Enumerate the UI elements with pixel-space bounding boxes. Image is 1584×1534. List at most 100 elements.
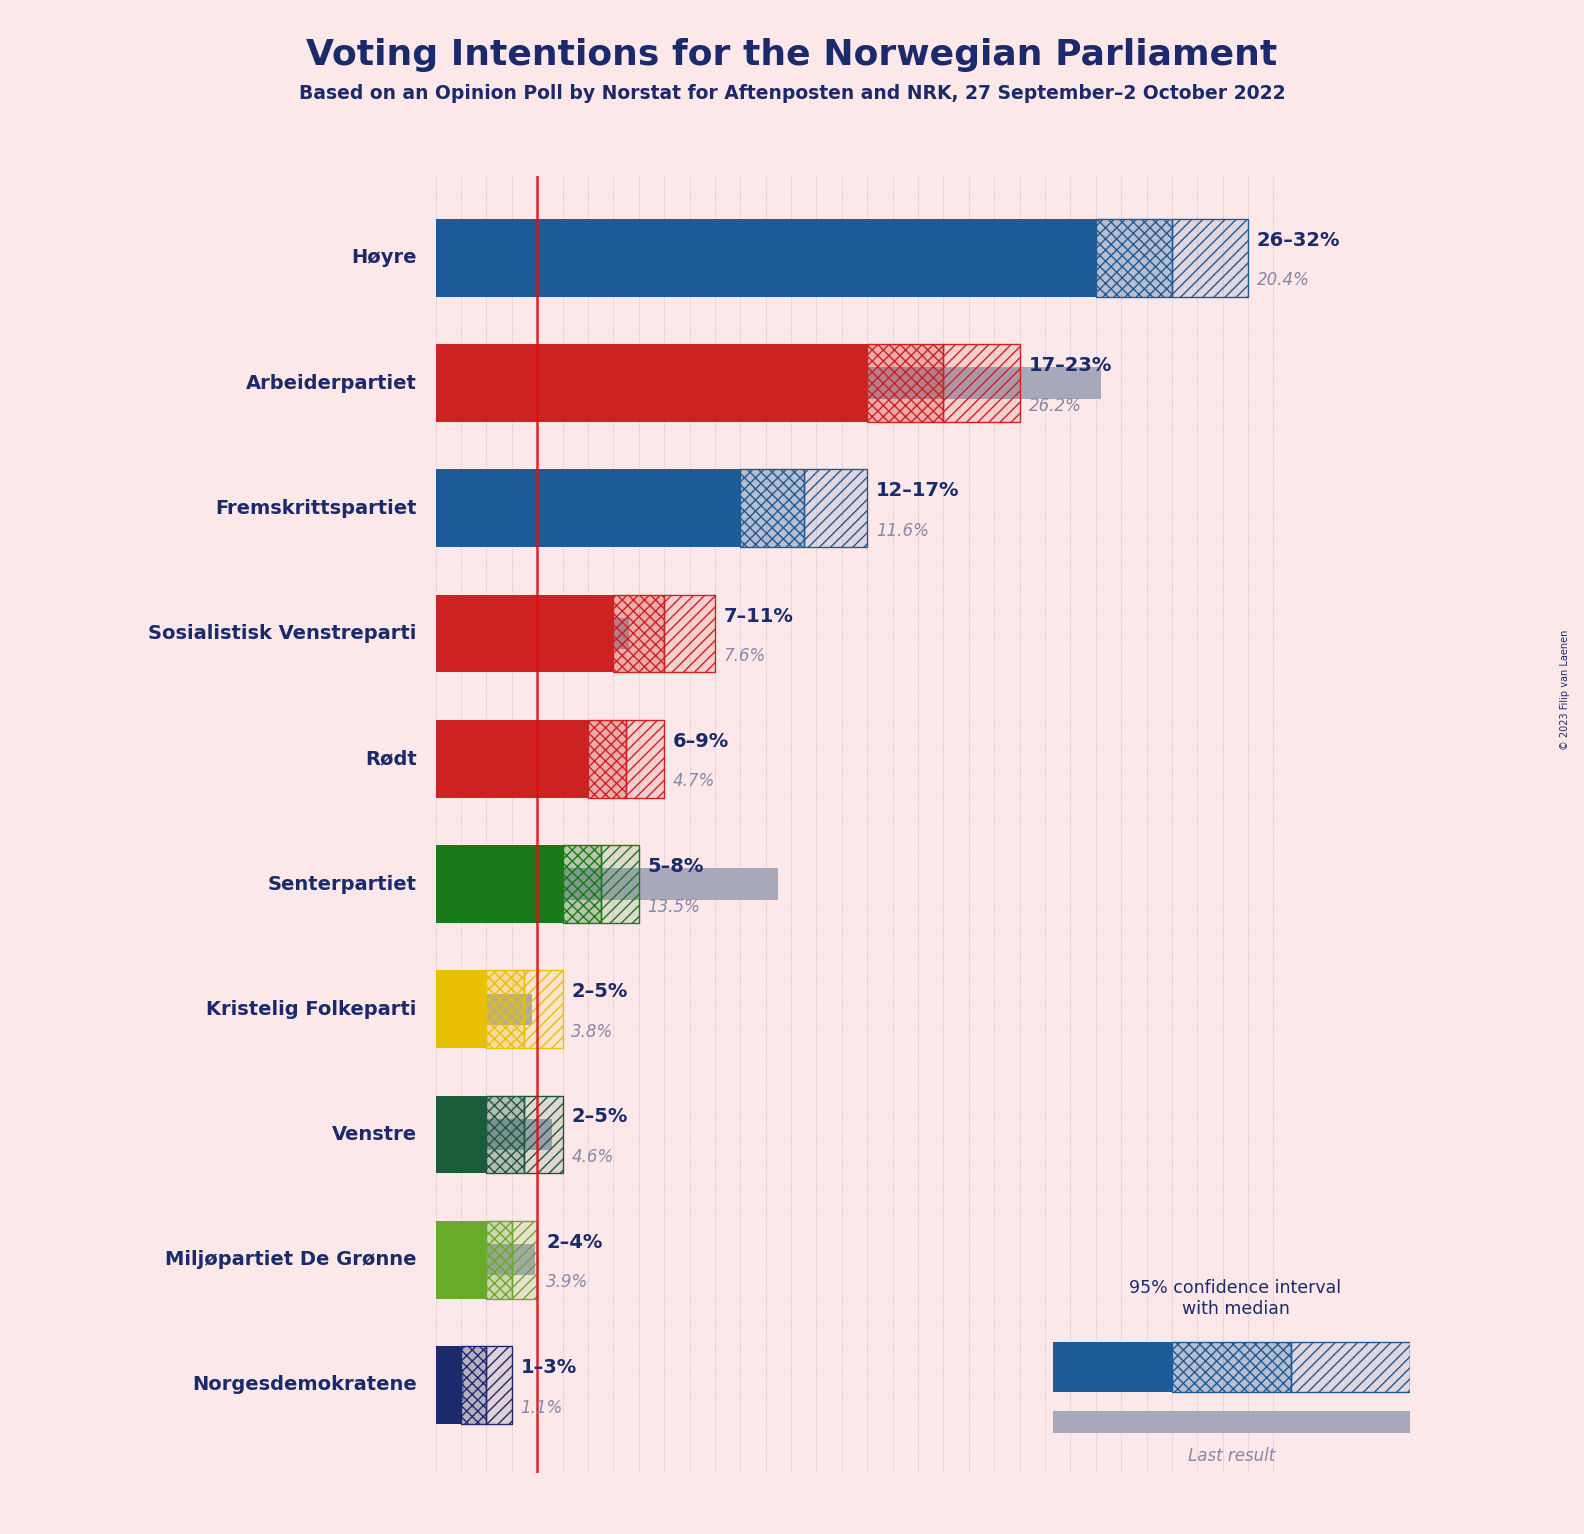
Bar — [1172, 219, 1248, 296]
Bar — [512, 1221, 537, 1299]
Bar — [436, 1221, 486, 1299]
Bar — [436, 1118, 553, 1150]
Text: Norgesdemokratene: Norgesdemokratene — [192, 1376, 417, 1394]
Bar — [588, 719, 626, 798]
Bar — [436, 344, 868, 422]
Text: Arbeiderpartiet: Arbeiderpartiet — [246, 374, 417, 393]
Bar — [1053, 1411, 1410, 1433]
Text: 4.6%: 4.6% — [572, 1147, 613, 1166]
Text: Based on an Opinion Poll by Norstat for Aftenposten and NRK, 27 September–2 Octo: Based on an Opinion Poll by Norstat for … — [299, 84, 1285, 103]
Text: 12–17%: 12–17% — [876, 482, 960, 500]
Bar — [436, 1347, 461, 1424]
Bar — [1172, 219, 1248, 296]
Bar — [486, 971, 524, 1048]
Text: 26–32%: 26–32% — [1258, 230, 1340, 250]
Bar — [436, 242, 954, 273]
Bar — [436, 618, 629, 649]
Text: 26.2%: 26.2% — [1028, 397, 1082, 414]
Bar — [626, 719, 664, 798]
Text: 95% confidence interval
with median: 95% confidence interval with median — [1129, 1279, 1342, 1318]
Bar — [436, 1244, 535, 1275]
Text: 1.1%: 1.1% — [521, 1399, 562, 1416]
Bar — [868, 344, 944, 422]
Bar — [524, 971, 562, 1048]
Bar — [1096, 219, 1172, 296]
Bar — [461, 1347, 486, 1424]
Bar — [512, 1221, 537, 1299]
Bar — [486, 1347, 512, 1424]
Text: 7.6%: 7.6% — [724, 647, 767, 666]
Bar — [803, 469, 868, 548]
Bar — [613, 595, 664, 672]
Text: 2–4%: 2–4% — [546, 1233, 602, 1252]
Text: © 2023 Filip van Laenen: © 2023 Filip van Laenen — [1560, 630, 1570, 750]
Bar — [664, 595, 714, 672]
Bar — [664, 595, 714, 672]
Bar — [486, 1095, 524, 1174]
Bar — [1096, 219, 1172, 296]
Text: 13.5%: 13.5% — [648, 897, 700, 916]
Bar — [436, 971, 486, 1048]
Bar — [740, 469, 803, 548]
Text: Høyre: Høyre — [352, 249, 417, 267]
Text: Last result: Last result — [1188, 1447, 1275, 1465]
Bar — [600, 845, 638, 923]
Bar — [944, 344, 1020, 422]
Bar — [524, 1095, 562, 1174]
Bar — [803, 469, 868, 548]
Bar — [436, 742, 554, 775]
Bar — [524, 971, 562, 1048]
Text: Voting Intentions for the Norwegian Parliament: Voting Intentions for the Norwegian Parl… — [306, 38, 1278, 72]
Bar — [1291, 1342, 1410, 1391]
Bar — [486, 971, 524, 1048]
Bar — [486, 1221, 512, 1299]
Text: 6–9%: 6–9% — [673, 732, 729, 750]
Bar — [740, 469, 803, 548]
Bar — [461, 1347, 486, 1424]
Bar — [626, 719, 664, 798]
Bar — [436, 994, 532, 1025]
Text: 3.9%: 3.9% — [546, 1273, 588, 1292]
Text: Venstre: Venstre — [331, 1124, 417, 1144]
Bar — [486, 1095, 524, 1174]
Bar — [436, 492, 730, 525]
Bar — [436, 1095, 486, 1174]
Text: Rødt: Rødt — [364, 749, 417, 769]
Bar — [613, 595, 664, 672]
Text: Fremskrittspartiet: Fremskrittspartiet — [215, 499, 417, 518]
Text: 7–11%: 7–11% — [724, 606, 794, 626]
Text: 2–5%: 2–5% — [572, 982, 627, 1002]
Bar — [562, 845, 600, 923]
Bar — [486, 1221, 512, 1299]
Bar — [436, 719, 588, 798]
Bar — [436, 595, 613, 672]
Bar — [562, 845, 600, 923]
Text: Kristelig Folkeparti: Kristelig Folkeparti — [206, 1000, 417, 1019]
Bar — [868, 344, 944, 422]
Text: Sosialistisk Venstreparti: Sosialistisk Venstreparti — [149, 624, 417, 643]
Bar — [436, 368, 1101, 399]
Bar — [436, 868, 778, 899]
Bar — [436, 845, 562, 923]
Text: 3.8%: 3.8% — [572, 1023, 613, 1040]
Bar — [436, 469, 740, 548]
Text: 5–8%: 5–8% — [648, 858, 703, 876]
Bar — [1172, 1342, 1291, 1391]
Text: 11.6%: 11.6% — [876, 522, 928, 540]
Text: Senterpartiet: Senterpartiet — [268, 874, 417, 893]
Bar — [486, 1347, 512, 1424]
Text: Miljøpartiet De Grønne: Miljøpartiet De Grønne — [165, 1250, 417, 1269]
Bar — [944, 344, 1020, 422]
Text: 4.7%: 4.7% — [673, 772, 716, 790]
Text: 20.4%: 20.4% — [1258, 272, 1310, 290]
Bar — [1172, 1342, 1291, 1391]
Bar — [436, 219, 1096, 296]
Bar — [600, 845, 638, 923]
Bar — [524, 1095, 562, 1174]
Bar — [436, 1370, 464, 1401]
Bar — [1053, 1342, 1172, 1391]
Text: 17–23%: 17–23% — [1028, 356, 1112, 374]
Text: 2–5%: 2–5% — [572, 1108, 627, 1126]
Text: 1–3%: 1–3% — [521, 1358, 577, 1378]
Bar — [588, 719, 626, 798]
